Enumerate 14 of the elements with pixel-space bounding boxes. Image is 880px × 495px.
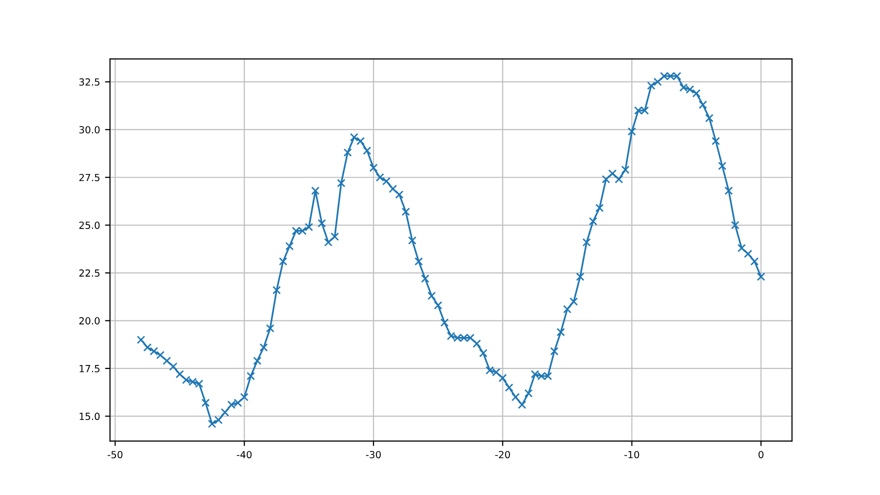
x-tick-label: -50: [108, 450, 122, 458]
y-tick-label: 30.0: [79, 126, 100, 134]
x-tick-label: -30: [366, 450, 381, 458]
y-tick-label: 22.5: [79, 269, 100, 277]
x-tick-label: -20: [495, 450, 510, 458]
x-tick-label: -40: [236, 450, 252, 458]
y-tick-label: 25.0: [79, 222, 100, 229]
y-tick-label: 17.5: [80, 365, 100, 372]
x-tick-label: -10: [624, 450, 640, 458]
y-tick-label: 32.5: [79, 78, 100, 86]
y-tick-label: 15.0: [80, 412, 100, 420]
y-tick-label: 20.0: [79, 317, 100, 325]
x-tick-label: 0: [758, 450, 764, 458]
y-tick-label: 27.5: [79, 174, 100, 182]
